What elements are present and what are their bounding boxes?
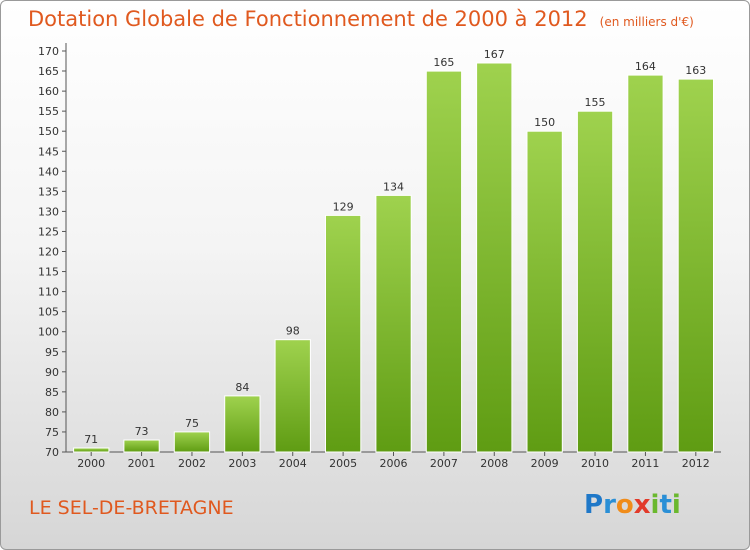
y-tick-label: 125 xyxy=(38,225,59,238)
bar-value-label: 150 xyxy=(534,116,555,129)
bar-value-label: 73 xyxy=(135,425,149,438)
y-tick-label: 160 xyxy=(38,85,59,98)
x-tick-label: 2006 xyxy=(380,457,408,470)
y-tick-label: 80 xyxy=(45,406,59,419)
bar-value-label: 155 xyxy=(585,96,606,109)
x-tick-label: 2003 xyxy=(228,457,256,470)
y-tick-label: 165 xyxy=(38,65,59,78)
x-tick-label: 2002 xyxy=(178,457,206,470)
bar-value-label: 98 xyxy=(286,325,300,338)
bar-value-label: 167 xyxy=(484,48,505,61)
bar xyxy=(476,62,513,453)
logo-letter: i xyxy=(650,490,660,520)
bar xyxy=(425,70,463,453)
bar-value-label: 164 xyxy=(635,60,656,73)
logo-letter: i xyxy=(671,490,681,520)
bar-value-label: 75 xyxy=(185,417,199,430)
y-tick-label: 105 xyxy=(38,306,59,319)
bar-value-label: 84 xyxy=(235,381,249,394)
logo-letter: o xyxy=(615,490,634,520)
y-tick-label: 145 xyxy=(38,145,59,158)
bar-value-label: 129 xyxy=(333,200,354,213)
x-tick-label: 2011 xyxy=(631,457,659,470)
x-tick-label: 2005 xyxy=(329,457,357,470)
y-tick-label: 140 xyxy=(38,165,59,178)
y-tick-label: 110 xyxy=(38,286,59,299)
x-tick-label: 2007 xyxy=(430,457,458,470)
bar xyxy=(173,431,211,453)
y-tick-label: 90 xyxy=(45,366,59,379)
logo-letter: P xyxy=(584,490,604,520)
logo-letter: t xyxy=(659,490,672,520)
bar-value-label: 71 xyxy=(84,433,98,446)
bar xyxy=(627,74,664,453)
y-tick-label: 155 xyxy=(38,105,59,118)
bar xyxy=(224,395,261,453)
bar xyxy=(526,130,563,453)
bar xyxy=(73,447,110,453)
bar xyxy=(274,339,311,453)
x-tick-label: 2008 xyxy=(480,457,508,470)
location-label: LE SEL-DE-BRETAGNE xyxy=(29,497,234,519)
logo-letter: x xyxy=(633,490,651,520)
bar-value-label: 134 xyxy=(383,180,404,193)
logo-letter: r xyxy=(603,490,616,520)
y-tick-label: 100 xyxy=(38,326,59,339)
y-tick-label: 95 xyxy=(45,346,59,359)
y-tick-label: 135 xyxy=(38,185,59,198)
bar-value-label: 165 xyxy=(433,56,454,69)
bar xyxy=(325,214,362,453)
y-tick-label: 70 xyxy=(45,446,59,459)
bar xyxy=(375,194,412,453)
x-tick-label: 2000 xyxy=(77,457,105,470)
bar xyxy=(576,110,614,453)
x-tick-label: 2012 xyxy=(682,457,710,470)
y-tick-label: 150 xyxy=(38,125,59,138)
x-tick-label: 2001 xyxy=(128,457,156,470)
chart-title: Dotation Globale de Fonctionnement de 20… xyxy=(28,7,694,31)
bar xyxy=(123,439,160,453)
y-tick-label: 120 xyxy=(38,246,59,259)
bar xyxy=(677,78,715,453)
y-tick-label: 170 xyxy=(38,45,59,58)
y-tick-label: 85 xyxy=(45,386,59,399)
x-tick-label: 2009 xyxy=(531,457,559,470)
y-tick-label: 130 xyxy=(38,205,59,218)
y-tick-label: 115 xyxy=(38,266,59,279)
bar-value-label: 163 xyxy=(685,64,706,77)
x-tick-label: 2004 xyxy=(279,457,307,470)
x-tick-label: 2010 xyxy=(581,457,609,470)
proxiti-logo: Proxiti xyxy=(584,490,681,520)
unit-label: (en milliers d'€) xyxy=(599,15,694,29)
y-tick-label: 75 xyxy=(45,426,59,439)
